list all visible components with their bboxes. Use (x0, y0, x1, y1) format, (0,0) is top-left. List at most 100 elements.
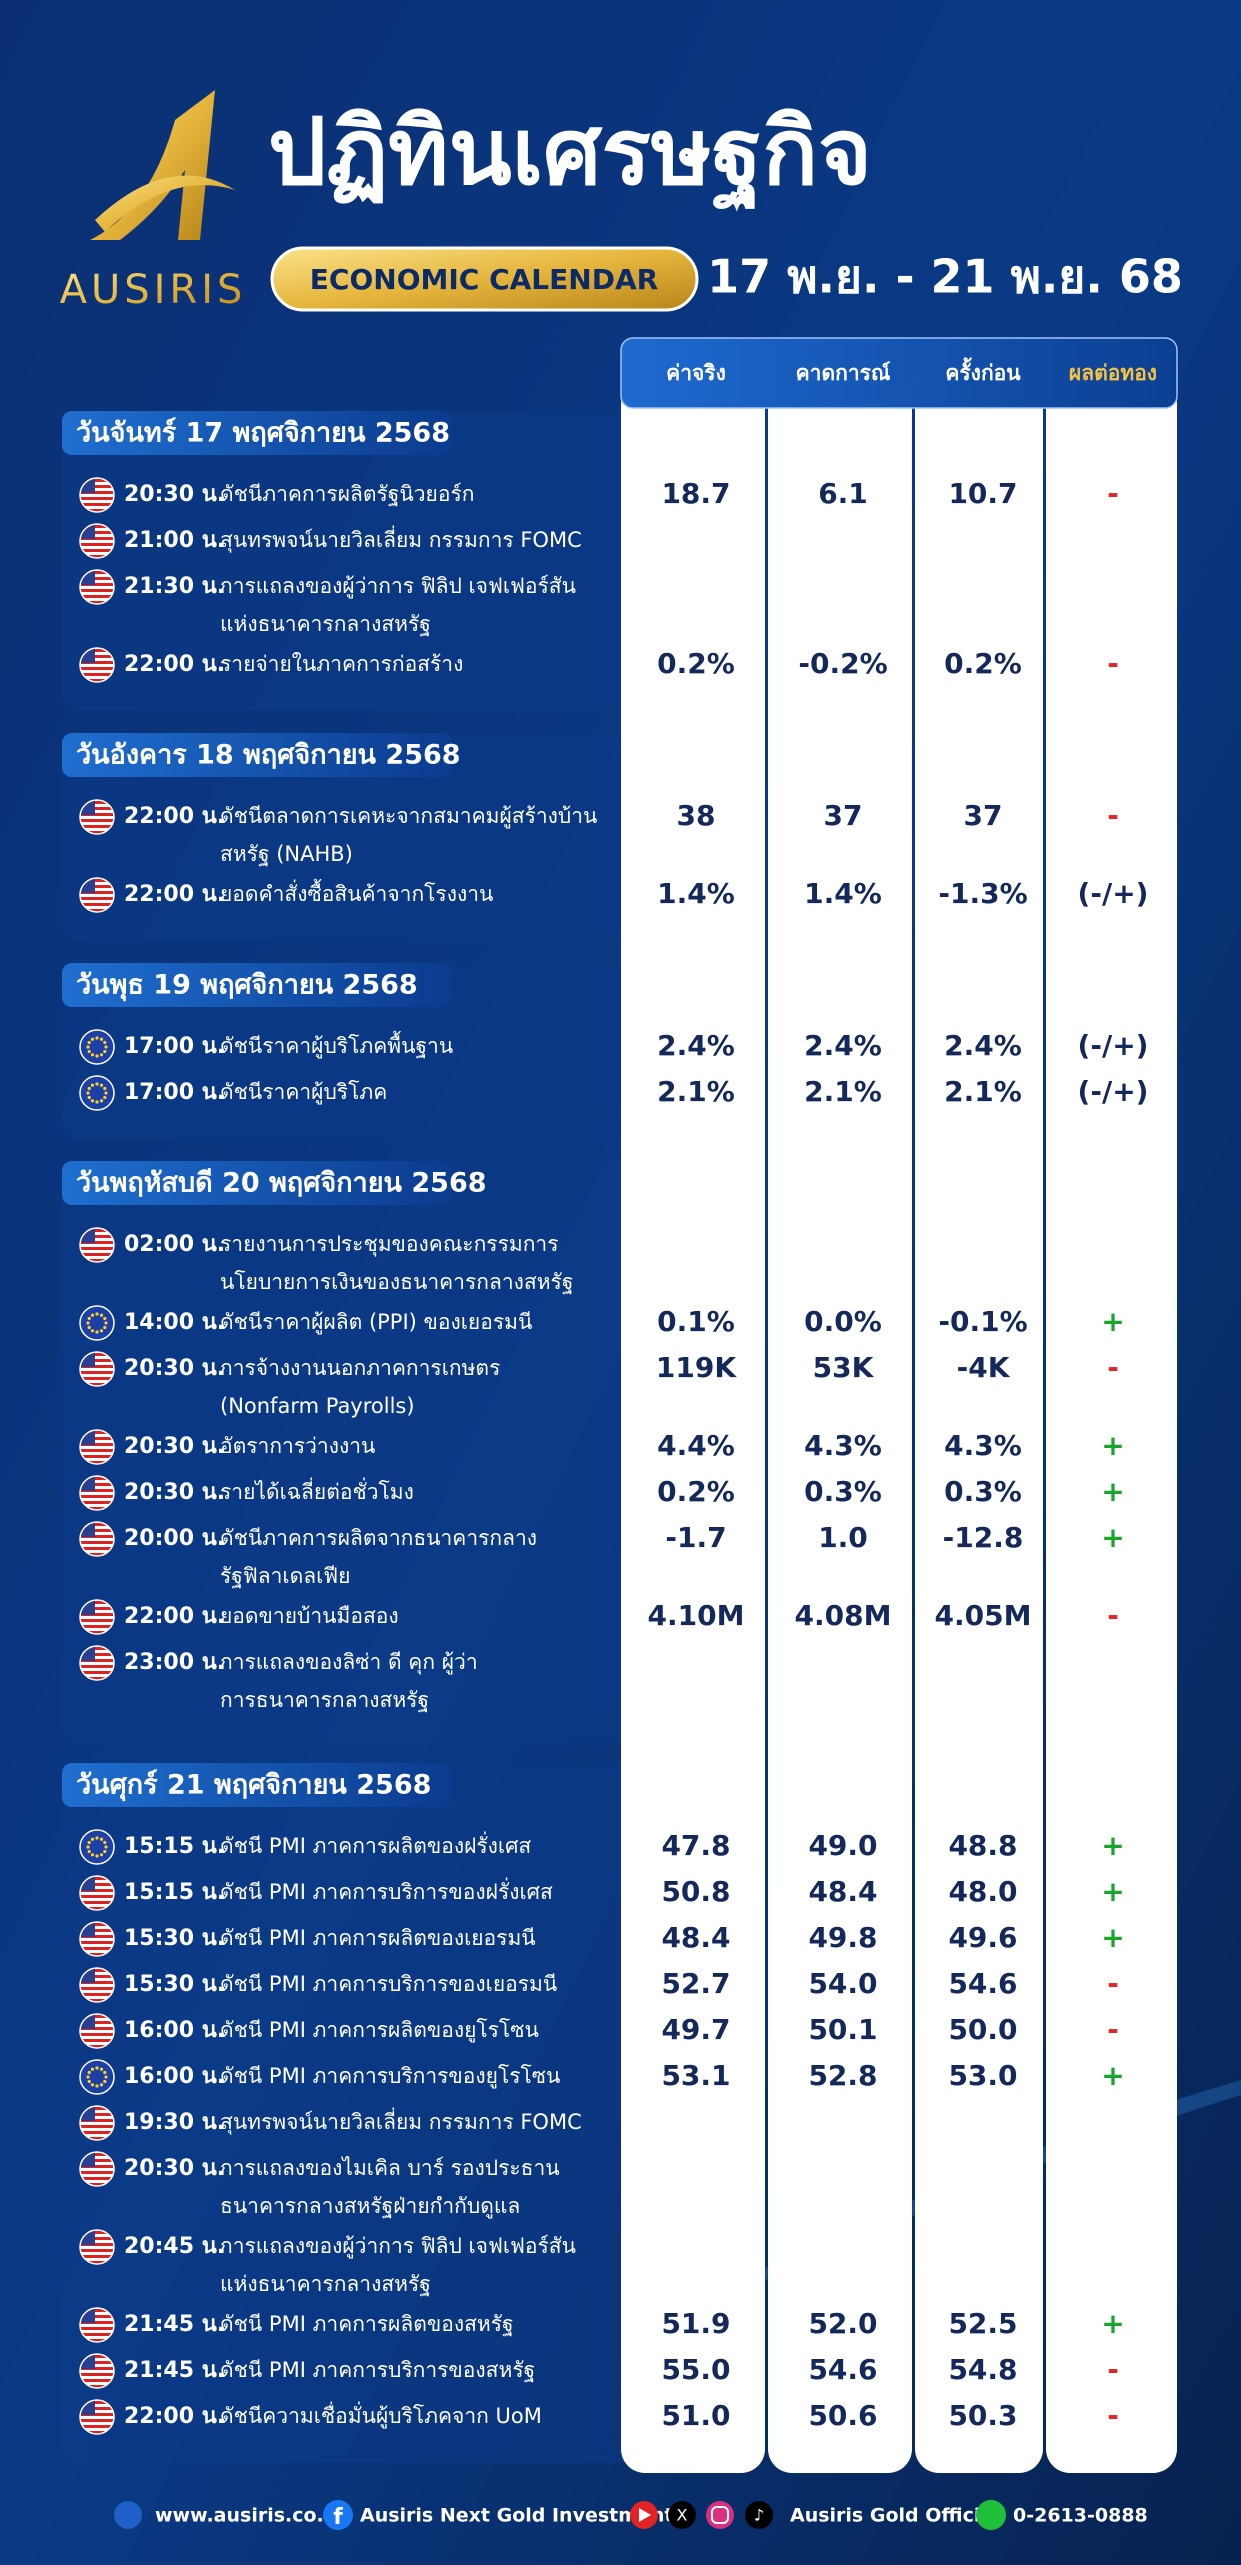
event-previous: 0.3% (944, 1475, 1022, 1508)
event-title: ดัชนีความเชื่อมั่นผู้บริโภคจาก UoM (220, 2401, 542, 2429)
event-title: การแถลงของผู้ว่าการ ฟิลิป เจฟเฟอร์สัน (220, 574, 576, 599)
event-forecast: 52.8 (808, 2059, 877, 2092)
event-title: ดัชนี PMI ภาคการผลิตของสหรัฐ (220, 2312, 514, 2336)
event-actual: 52.7 (661, 1967, 730, 2000)
day-box (62, 1765, 662, 2463)
event-actual: 18.7 (661, 477, 730, 510)
event-time: 21:45 น. (124, 2312, 225, 2337)
event-forecast: 2.4% (804, 1029, 882, 1062)
event-title: รายได้เฉลี่ยต่อชั่วโมง (220, 1477, 414, 1504)
event-time: 20:30 น. (124, 2156, 225, 2181)
event-previous: -12.8 (943, 1521, 1024, 1554)
event-previous: 2.4% (944, 1029, 1022, 1062)
column-header-bar (620, 337, 1178, 409)
flag (79, 2059, 115, 2095)
event-actual: 47.8 (661, 1829, 730, 1862)
event-actual: 2.1% (657, 1075, 735, 1108)
event-title: ธนาคารกลางสหรัฐฝ่ายกำกับดูแล (220, 2194, 520, 2219)
gold-effect: - (1107, 2399, 1119, 2432)
event-actual: 51.9 (661, 2307, 730, 2340)
footer-website: www.ausiris.co.th (155, 2505, 346, 2527)
event-time: 23:00 น. (124, 1650, 225, 1675)
event-time: 15:30 น. (124, 1926, 225, 1951)
event-title: การแถลงของไมเคิล บาร์ รองประธาน (220, 2156, 560, 2180)
gold-effect: + (1101, 2059, 1124, 2092)
event-title: รายงานการประชุมของคณะกรรมการ (220, 1232, 558, 1257)
gold-effect: (-/+) (1078, 1029, 1149, 1062)
day-header (62, 963, 452, 1007)
event-time: 17:00 น. (124, 1034, 225, 1059)
event-title: การธนาคารกลางสหรัฐ (220, 1688, 429, 1712)
event-title: ดัชนี PMI ภาคการผลิตของยูโรโซน (220, 2018, 539, 2043)
event-forecast: 37 (824, 799, 863, 832)
flag (79, 1305, 115, 1341)
event-forecast: 4.3% (804, 1429, 882, 1462)
gold-effect: - (1107, 647, 1119, 680)
event-previous: 50.0 (948, 2013, 1017, 2046)
event-title: การแถลงของลิซ่า ดี คุก ผู้ว่า (220, 1650, 478, 1675)
event-title: อัตราการว่างงาน (220, 1434, 375, 1458)
gold-effect: - (1107, 1967, 1119, 2000)
event-previous: 10.7 (948, 477, 1017, 510)
event-time: 16:00 น. (124, 2064, 225, 2089)
event-title: ดัชนีราคาผู้บริโภคพื้นฐาน (220, 1031, 453, 1059)
event-title: ดัชนี PMI ภาคการผลิตของเยอรมนี (220, 1926, 536, 1950)
event-time: 19:30 น. (124, 2110, 225, 2135)
event-time: 20:00 น. (124, 1526, 225, 1551)
event-title: การจ้างงานนอกภาคการเกษตร (220, 1356, 500, 1380)
event-forecast: 54.0 (808, 1967, 877, 2000)
event-actual: 48.4 (661, 1921, 730, 1954)
gold-effect: + (1101, 1875, 1124, 1908)
event-forecast: 1.4% (804, 877, 882, 910)
event-time: 20:45 น. (124, 2234, 225, 2259)
event-time: 20:30 น. (124, 1356, 225, 1381)
gold-effect: + (1101, 1475, 1124, 1508)
event-forecast: 54.6 (808, 2353, 877, 2386)
rows: 20:30 น.ดัชนีภาคการผลิตรัฐนิวยอร์ก 18.7 6.… (79, 477, 1148, 2435)
gold-effect: + (1101, 1305, 1124, 1338)
event-actual: 4.4% (657, 1429, 735, 1462)
event-actual: 51.0 (661, 2399, 730, 2432)
event-actual: 4.10M (648, 1599, 745, 1632)
event-previous: 4.05M (935, 1599, 1032, 1632)
gold-effect: - (1107, 477, 1119, 510)
column-header: ค่าจริง (666, 361, 726, 385)
event-forecast: 6.1 (818, 477, 868, 510)
event-actual: 0.2% (657, 1475, 735, 1508)
flag (79, 1029, 115, 1065)
event-time: 21:30 น. (124, 574, 225, 599)
event-title: ดัชนีราคาผู้บริโภค (220, 1080, 387, 1105)
event-time: 20:30 น. (124, 1434, 225, 1459)
event-title: ดัชนีตลาดการเคหะจากสมาคมผู้สร้างบ้าน (220, 804, 597, 829)
footer-phone: 0-2613-0888 (1013, 2505, 1148, 2527)
gold-effect: - (1107, 2013, 1119, 2046)
column-strip (621, 358, 765, 2473)
event-title: ดัชนีราคาผู้ผลิต (PPI) ของเยอรมนี (220, 1310, 532, 1335)
days: วันจันทร์ 17 พฤศจิกายน 2568 วันอังคาร 18 … (62, 411, 662, 2463)
event-time: 02:00 น. (124, 1232, 225, 1257)
column-strip (915, 358, 1043, 2473)
svg-text:♪: ♪ (754, 2506, 764, 2525)
event-actual: -1.7 (665, 1521, 726, 1554)
gold-effect: - (1107, 1351, 1119, 1384)
event-title: ยอดคำสั่งซื้อสินค้าจากโรงงาน (220, 879, 493, 906)
event-forecast: 1.0 (818, 1521, 868, 1554)
footer: www.ausiris.co.th f Ausiris Next Gold In… (114, 2500, 1148, 2530)
event-previous: 4.3% (944, 1429, 1022, 1462)
event-title: รายจ่ายในภาคการก่อสร้าง (220, 652, 463, 676)
event-previous: 0.2% (944, 647, 1022, 680)
event-actual: 50.8 (661, 1875, 730, 1908)
event-title: ดัชนีภาคการผลิตจากธนาคารกลาง (220, 1526, 537, 1550)
event-actual: 49.7 (661, 2013, 730, 2046)
day-header (62, 411, 452, 455)
event-actual: 0.1% (657, 1305, 735, 1338)
flag (79, 1075, 115, 1111)
event-forecast: 0.0% (804, 1305, 882, 1338)
event-title: สุนทรพจน์นายวิลเลี่ยม กรรมการ FOMC (220, 525, 582, 553)
table-panel: ค่าจริง คาดการณ์ ครั้งก่อน ผลต่อทอง (620, 337, 1178, 2473)
event-previous: 48.8 (948, 1829, 1017, 1862)
day-box (62, 1163, 662, 1741)
event-previous: 53.0 (948, 2059, 1017, 2092)
gold-effect: (-/+) (1078, 877, 1149, 910)
